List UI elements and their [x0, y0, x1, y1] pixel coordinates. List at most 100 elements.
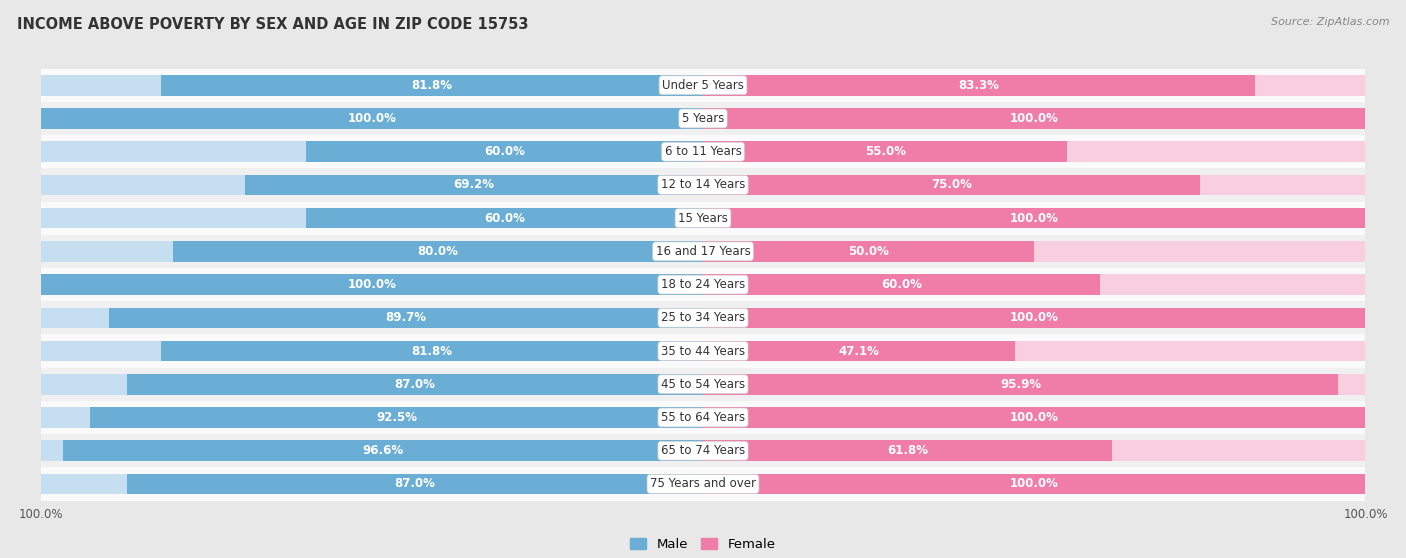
Text: 80.0%: 80.0%: [418, 245, 458, 258]
Bar: [41, 407, 703, 428]
Bar: [703, 241, 1035, 262]
Text: 50.0%: 50.0%: [848, 245, 889, 258]
Text: 95.9%: 95.9%: [1000, 378, 1042, 391]
Bar: [41, 275, 703, 295]
Text: 47.1%: 47.1%: [838, 344, 879, 358]
Bar: [41, 208, 703, 228]
Bar: [127, 474, 703, 494]
Bar: [41, 108, 703, 129]
Bar: [703, 275, 1365, 295]
Bar: [703, 75, 1254, 95]
Text: Source: ZipAtlas.com: Source: ZipAtlas.com: [1271, 17, 1389, 27]
Bar: [41, 434, 1365, 467]
Bar: [41, 401, 1365, 434]
Text: 81.8%: 81.8%: [412, 344, 453, 358]
Bar: [41, 268, 1365, 301]
Bar: [41, 69, 1365, 102]
Bar: [41, 374, 703, 395]
Bar: [703, 341, 1365, 362]
Bar: [63, 440, 703, 461]
Text: 92.5%: 92.5%: [377, 411, 418, 424]
Bar: [703, 275, 1101, 295]
Text: 60.0%: 60.0%: [484, 145, 524, 158]
Bar: [41, 241, 703, 262]
Bar: [41, 175, 703, 195]
Text: 18 to 24 Years: 18 to 24 Years: [661, 278, 745, 291]
Bar: [703, 407, 1365, 428]
Bar: [703, 440, 1112, 461]
Bar: [703, 108, 1365, 129]
Text: 69.2%: 69.2%: [453, 179, 495, 191]
Bar: [41, 440, 703, 461]
Bar: [41, 275, 703, 295]
Text: 87.0%: 87.0%: [395, 378, 436, 391]
Text: 55 to 64 Years: 55 to 64 Years: [661, 411, 745, 424]
Bar: [703, 208, 1365, 228]
Bar: [41, 141, 703, 162]
Text: 35 to 44 Years: 35 to 44 Years: [661, 344, 745, 358]
Legend: Male, Female: Male, Female: [626, 533, 780, 556]
Text: 87.0%: 87.0%: [395, 478, 436, 490]
Bar: [41, 341, 703, 362]
Text: 65 to 74 Years: 65 to 74 Years: [661, 444, 745, 457]
Bar: [41, 467, 1365, 501]
Bar: [703, 141, 1365, 162]
Bar: [703, 407, 1365, 428]
Text: 100.0%: 100.0%: [1010, 211, 1059, 225]
Text: 83.3%: 83.3%: [959, 79, 1000, 92]
Text: 6 to 11 Years: 6 to 11 Years: [665, 145, 741, 158]
Bar: [703, 474, 1365, 494]
Text: 60.0%: 60.0%: [882, 278, 922, 291]
Bar: [41, 135, 1365, 169]
Text: 100.0%: 100.0%: [1010, 311, 1059, 324]
Bar: [162, 75, 703, 95]
Text: 15 Years: 15 Years: [678, 211, 728, 225]
Text: 100.0%: 100.0%: [1010, 112, 1059, 125]
Bar: [703, 307, 1365, 328]
Bar: [108, 307, 703, 328]
Text: 100.0%: 100.0%: [1010, 411, 1059, 424]
Text: 5 Years: 5 Years: [682, 112, 724, 125]
Bar: [703, 374, 1365, 395]
Text: 25 to 34 Years: 25 to 34 Years: [661, 311, 745, 324]
Bar: [41, 368, 1365, 401]
Bar: [703, 307, 1365, 328]
Bar: [305, 141, 703, 162]
Bar: [41, 235, 1365, 268]
Bar: [162, 341, 703, 362]
Bar: [41, 108, 703, 129]
Text: Under 5 Years: Under 5 Years: [662, 79, 744, 92]
Bar: [90, 407, 703, 428]
Bar: [703, 474, 1365, 494]
Bar: [305, 208, 703, 228]
Bar: [127, 374, 703, 395]
Bar: [703, 75, 1365, 95]
Text: 12 to 14 Years: 12 to 14 Years: [661, 179, 745, 191]
Bar: [703, 374, 1339, 395]
Bar: [41, 301, 1365, 334]
Bar: [703, 341, 1015, 362]
Bar: [41, 75, 703, 95]
Text: 89.7%: 89.7%: [385, 311, 426, 324]
Text: 75.0%: 75.0%: [931, 179, 972, 191]
Bar: [703, 175, 1365, 195]
Text: 55.0%: 55.0%: [865, 145, 905, 158]
Bar: [703, 175, 1199, 195]
Text: 81.8%: 81.8%: [412, 79, 453, 92]
Text: 75 Years and over: 75 Years and over: [650, 478, 756, 490]
Text: 16 and 17 Years: 16 and 17 Years: [655, 245, 751, 258]
Bar: [41, 102, 1365, 135]
Text: INCOME ABOVE POVERTY BY SEX AND AGE IN ZIP CODE 15753: INCOME ABOVE POVERTY BY SEX AND AGE IN Z…: [17, 17, 529, 32]
Bar: [703, 440, 1365, 461]
Bar: [703, 241, 1365, 262]
Text: 96.6%: 96.6%: [363, 444, 404, 457]
Text: 100.0%: 100.0%: [1010, 478, 1059, 490]
Text: 61.8%: 61.8%: [887, 444, 928, 457]
Bar: [41, 334, 1365, 368]
Bar: [703, 141, 1067, 162]
Bar: [703, 108, 1365, 129]
Bar: [41, 201, 1365, 235]
Bar: [41, 474, 703, 494]
Bar: [41, 307, 703, 328]
Bar: [173, 241, 703, 262]
